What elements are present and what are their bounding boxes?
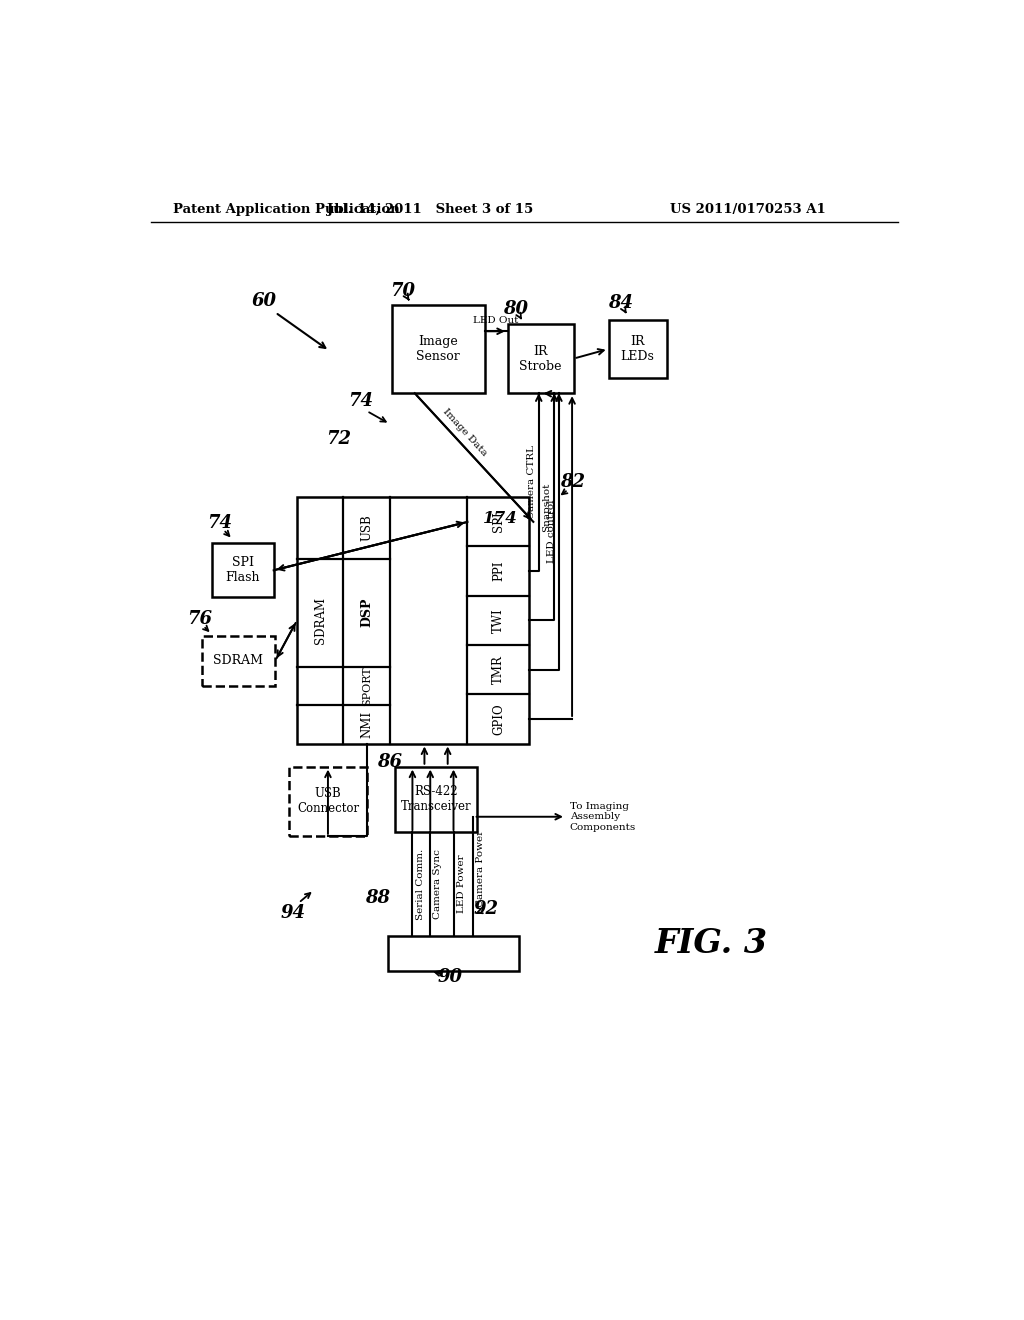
Bar [212, 544, 273, 598]
Text: SDRAM: SDRAM [213, 655, 263, 668]
Text: RS-422
Transceiver: RS-422 Transceiver [400, 785, 471, 813]
Text: 92: 92 [473, 900, 499, 919]
Text: Serial Comm.: Serial Comm. [416, 849, 425, 920]
Text: 74: 74 [348, 392, 373, 411]
Text: US 2011/0170253 A1: US 2011/0170253 A1 [671, 203, 826, 215]
Text: To Imaging
Assembly
Components: To Imaging Assembly Components [569, 801, 636, 832]
Bar [297, 498, 529, 743]
Bar [395, 767, 477, 832]
Bar [608, 321, 667, 378]
Text: SPORT: SPORT [361, 667, 372, 706]
Text: SPI: SPI [492, 511, 505, 532]
Text: FIG. 3: FIG. 3 [655, 928, 768, 961]
Text: Camera Sync: Camera Sync [433, 849, 442, 919]
Text: IR
LEDs: IR LEDs [621, 335, 654, 363]
Text: Jul. 14, 2011   Sheet 3 of 15: Jul. 14, 2011 Sheet 3 of 15 [327, 203, 534, 215]
Bar [391, 305, 484, 393]
Text: 72: 72 [327, 430, 351, 449]
Text: 76: 76 [186, 610, 212, 628]
Text: LED control: LED control [547, 500, 556, 564]
Text: 60: 60 [251, 292, 276, 310]
Text: Camera CTRL: Camera CTRL [526, 445, 536, 519]
Text: TWI: TWI [492, 609, 505, 632]
Text: USB: USB [360, 515, 373, 541]
Text: IR
Strobe: IR Strobe [519, 345, 562, 372]
Bar [289, 767, 367, 836]
Text: PPI: PPI [492, 561, 505, 581]
Text: DSP: DSP [360, 598, 373, 627]
Text: 84: 84 [607, 294, 633, 312]
Text: TMR: TMR [492, 655, 505, 684]
Bar [388, 936, 519, 970]
Text: LED Out: LED Out [473, 315, 519, 325]
Text: Image Data: Image Data [441, 407, 488, 458]
Text: 82: 82 [559, 473, 585, 491]
Text: Snapshot: Snapshot [542, 482, 551, 532]
Text: Image
Sensor: Image Sensor [416, 335, 460, 363]
Text: 94: 94 [281, 904, 305, 921]
Text: SDRAM: SDRAM [313, 597, 327, 644]
Text: 174: 174 [482, 511, 517, 527]
Bar [508, 323, 573, 393]
Text: Camera Power: Camera Power [476, 830, 485, 907]
Text: 70: 70 [390, 282, 416, 300]
Text: 90: 90 [437, 968, 462, 986]
Text: USB
Connector: USB Connector [297, 787, 359, 816]
Text: 88: 88 [365, 888, 390, 907]
Text: GPIO: GPIO [492, 704, 505, 735]
Text: LED Power: LED Power [457, 855, 466, 913]
Bar [202, 636, 275, 686]
Text: 74: 74 [207, 513, 232, 532]
Text: SPI
Flash: SPI Flash [225, 556, 260, 585]
Text: NMI: NMI [360, 710, 373, 738]
Text: 86: 86 [378, 754, 402, 771]
Text: 80: 80 [503, 301, 528, 318]
Text: Patent Application Publication: Patent Application Publication [173, 203, 399, 215]
